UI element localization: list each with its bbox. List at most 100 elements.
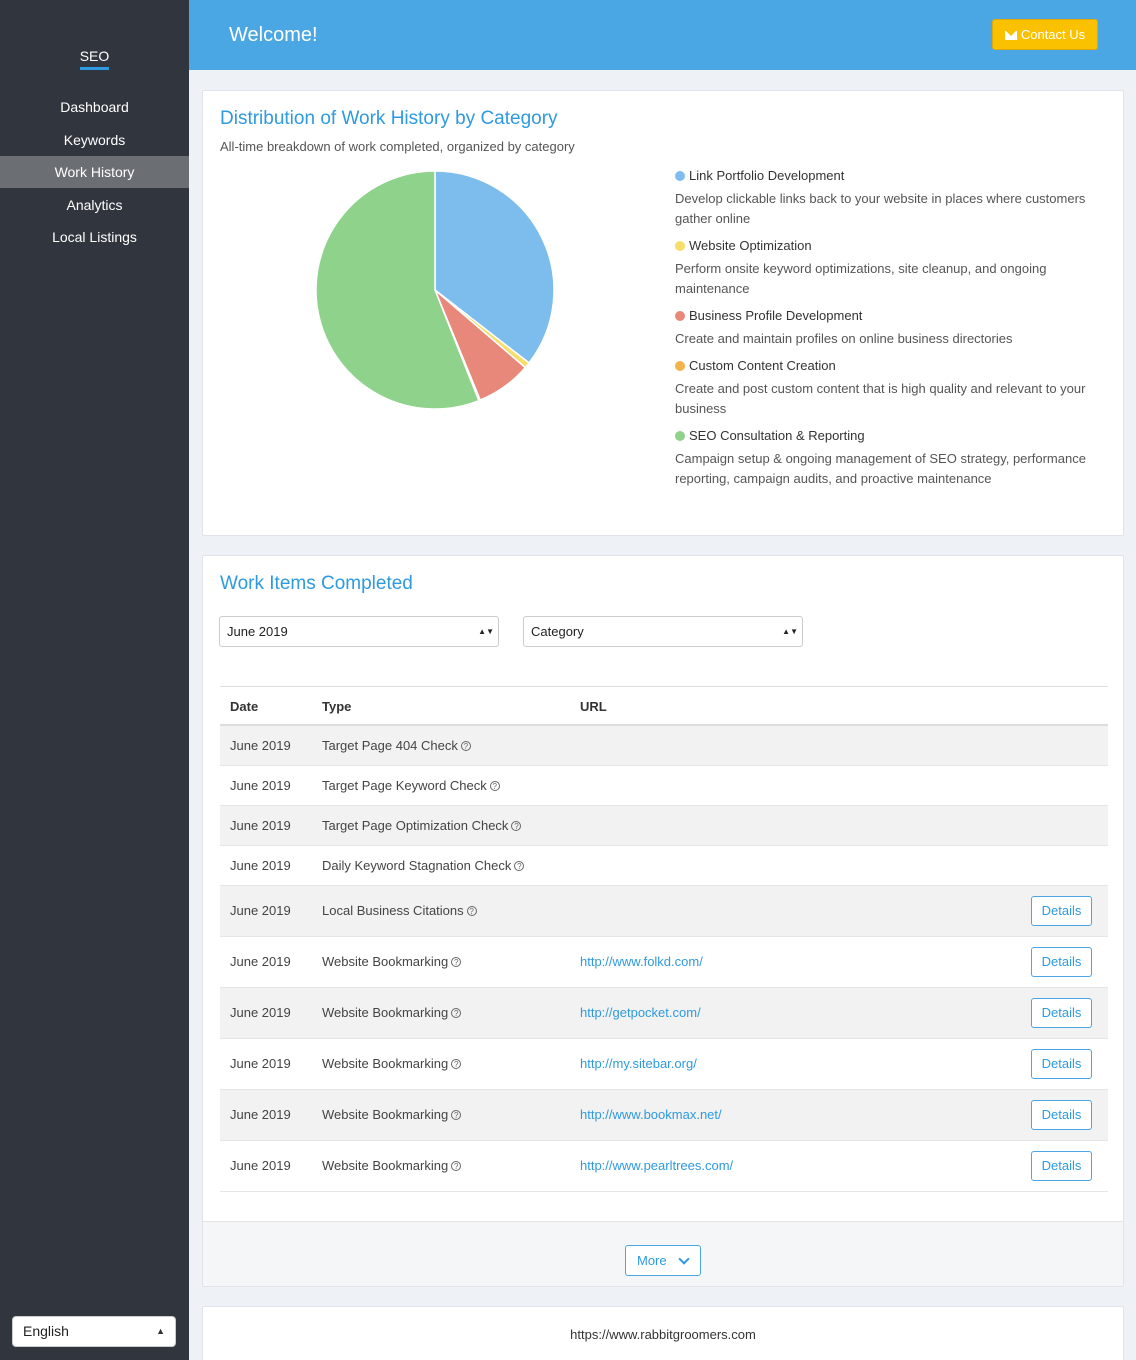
sidebar-item-analytics[interactable]: Analytics <box>66 196 123 213</box>
table-row: June 2019 Local Business Citations? Detail… <box>220 886 1108 937</box>
chevron-down-icon <box>678 1253 690 1265</box>
table-row: June 2019 Website Bookmarking? http://my.s… <box>220 1039 1108 1090</box>
sidebar-item-work-history[interactable]: Work History <box>0 156 189 188</box>
work-items-table: Date Type URL June 2019 Target Page 404 C… <box>220 686 1108 1192</box>
cell-type: Target Page Keyword Check? <box>322 766 500 805</box>
page-title: Welcome! <box>229 24 318 46</box>
help-icon[interactable]: ? <box>511 821 522 831</box>
cell-type: Website Bookmarking? <box>322 1090 462 1140</box>
work-items-title: Work Items Completed <box>220 573 413 594</box>
legend-item: Business Profile Development Create and m… <box>675 309 1105 349</box>
cell-date: June 2019 <box>230 738 291 753</box>
cell-date: June 2019 <box>230 858 291 873</box>
category-select[interactable]: Category ▲▼ <box>523 616 803 647</box>
legend-item: SEO Consultation & Reporting Campaign set… <box>675 429 1105 489</box>
select-arrows-icon: ▲▼ <box>782 627 798 636</box>
category-select-value: Category <box>531 624 584 639</box>
url-link[interactable]: http://my.sitebar.org/ <box>580 1056 697 1071</box>
cell-type: Daily Keyword Stagnation Check? <box>322 846 525 885</box>
work-items-footer: More <box>203 1221 1123 1286</box>
table-row: June 2019 Website Bookmarking? http://www.… <box>220 1090 1108 1141</box>
type-label: Target Page Optimization Check <box>322 818 509 833</box>
more-button[interactable]: More <box>625 1245 701 1276</box>
type-label: Website Bookmarking <box>322 1056 449 1071</box>
language-select[interactable]: English ▲ <box>12 1316 176 1347</box>
cell-date: June 2019 <box>230 1056 291 1071</box>
legend-description: Create and maintain profiles on online b… <box>675 331 1013 346</box>
help-icon[interactable]: ? <box>451 1161 462 1171</box>
cell-type: Website Bookmarking? <box>322 1141 462 1191</box>
url-link[interactable]: http://www.folkd.com/ <box>580 954 703 969</box>
legend-item: Website Optimization Perform onsite keywo… <box>675 239 1105 299</box>
table-header: Date Type URL <box>220 687 1108 726</box>
help-icon[interactable]: ? <box>451 957 462 967</box>
table-body: June 2019 Target Page 404 Check? June 2019… <box>220 726 1108 1192</box>
pie-chart <box>315 170 555 410</box>
url-link[interactable]: http://www.pearltrees.com/ <box>580 1158 734 1173</box>
legend-label: Custom Content Creation <box>689 358 836 373</box>
legend-entry: Business Profile Development <box>675 309 1105 323</box>
legend-description: Campaign setup & ongoing management of S… <box>675 451 1086 486</box>
legend-label: Website Optimization <box>689 238 812 253</box>
legend-entry: SEO Consultation & Reporting <box>675 429 1105 443</box>
sidebar-item-keywords[interactable]: Keywords <box>63 131 126 148</box>
legend-description: Create and post custom content that is h… <box>675 381 1086 416</box>
table-row: June 2019 Website Bookmarking? http://www.… <box>220 937 1108 988</box>
details-button[interactable]: Details <box>1031 998 1092 1028</box>
contact-us-label: Contact Us <box>1020 27 1086 42</box>
sidebar-item-local-listings[interactable]: Local Listings <box>52 229 137 245</box>
table-row: June 2019 Website Bookmarking? http://www.… <box>220 1141 1108 1192</box>
type-label: Website Bookmarking <box>322 1005 449 1020</box>
site-footer: https://www.rabbitgroomers.com <box>202 1306 1124 1360</box>
brand-title: SEO <box>0 48 189 70</box>
details-button[interactable]: Details <box>1031 1100 1092 1130</box>
legend-dot-icon <box>675 171 685 181</box>
help-icon[interactable]: ? <box>514 861 525 871</box>
pie-slice <box>434 170 555 364</box>
legend-dot-icon <box>675 431 685 441</box>
top-header: Welcome! Contact Us <box>189 0 1136 70</box>
help-icon[interactable]: ? <box>451 1008 462 1018</box>
table-row: June 2019 Website Bookmarking? http://getp… <box>220 988 1108 1039</box>
legend-item: Custom Content Creation Create and post c… <box>675 359 1105 419</box>
details-button[interactable]: Details <box>1031 896 1092 926</box>
distribution-title: Distribution of Work History by Category <box>220 108 558 129</box>
distribution-subtitle: All-time breakdown of work completed, or… <box>220 139 575 154</box>
help-icon[interactable]: ? <box>451 1110 462 1120</box>
help-icon[interactable]: ? <box>489 781 500 791</box>
cell-date: June 2019 <box>230 778 291 793</box>
legend-dot-icon <box>675 241 685 251</box>
details-button[interactable]: Details <box>1031 947 1092 977</box>
url-link[interactable]: http://getpocket.com/ <box>580 1005 701 1020</box>
legend-label: Business Profile Development <box>689 308 863 323</box>
legend-label: SEO Consultation & Reporting <box>689 428 865 443</box>
help-icon[interactable]: ? <box>460 741 471 751</box>
details-button[interactable]: Details <box>1031 1049 1092 1079</box>
table-row: June 2019 Target Page Optimization Check? <box>220 806 1108 846</box>
sidebar-item-dashboard[interactable]: Dashboard <box>60 99 129 115</box>
url-link[interactable]: http://www.bookmax.net/ <box>580 1107 722 1122</box>
cell-date: June 2019 <box>230 1005 291 1020</box>
pie-slice <box>315 170 480 410</box>
legend-entry: Website Optimization <box>675 239 1105 253</box>
site-url: https://www.rabbitgroomers.com <box>570 1327 756 1342</box>
help-icon[interactable]: ? <box>466 906 477 916</box>
table-row: June 2019 Daily Keyword Stagnation Check? <box>220 846 1108 886</box>
cell-type: Target Page Optimization Check? <box>322 806 522 845</box>
legend-label: Link Portfolio Development <box>689 168 845 183</box>
contact-us-button[interactable]: Contact Us <box>992 19 1098 50</box>
column-header-date: Date <box>230 699 259 714</box>
language-value: English <box>23 1323 69 1339</box>
cell-type: Website Bookmarking? <box>322 937 462 987</box>
type-label: Target Page Keyword Check <box>322 778 487 793</box>
type-label: Website Bookmarking <box>322 954 449 969</box>
type-label: Website Bookmarking <box>322 1158 449 1173</box>
brand-label: SEO <box>79 48 110 70</box>
legend-item: Link Portfolio Development Develop clicka… <box>675 169 1105 229</box>
sidebar-nav: Dashboard Keywords Work History Analytic… <box>0 91 189 254</box>
cell-date: June 2019 <box>230 903 291 918</box>
type-label: Daily Keyword Stagnation Check <box>322 858 512 873</box>
details-button[interactable]: Details <box>1031 1151 1092 1181</box>
month-select[interactable]: June 2019 ▲▼ <box>219 616 499 647</box>
help-icon[interactable]: ? <box>451 1059 462 1069</box>
